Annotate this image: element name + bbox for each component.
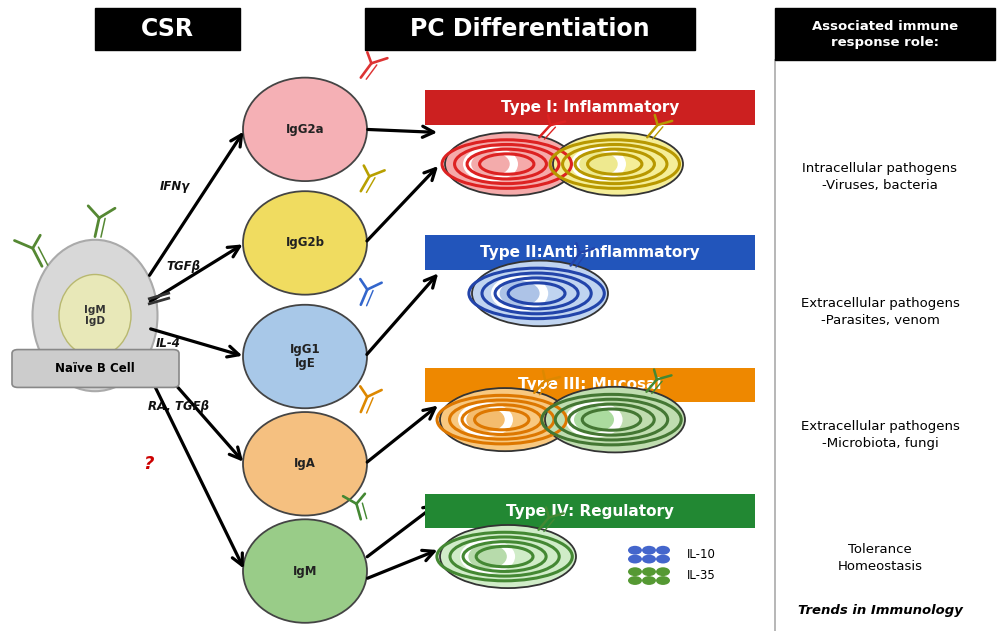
Ellipse shape: [491, 275, 548, 312]
Text: Tolerance
Homeostasis: Tolerance Homeostasis: [838, 543, 922, 574]
FancyBboxPatch shape: [425, 235, 755, 270]
Ellipse shape: [472, 261, 608, 326]
FancyBboxPatch shape: [365, 8, 695, 50]
Text: Naïve B Cell: Naïve B Cell: [55, 362, 135, 375]
Ellipse shape: [571, 146, 626, 182]
Text: Type II:Anti-inflammatory: Type II:Anti-inflammatory: [480, 245, 700, 260]
Ellipse shape: [463, 146, 518, 182]
Ellipse shape: [445, 133, 575, 196]
FancyBboxPatch shape: [425, 493, 755, 528]
Circle shape: [628, 576, 642, 585]
FancyBboxPatch shape: [425, 90, 755, 125]
Text: Type IV: Regulatory: Type IV: Regulatory: [506, 504, 674, 519]
Text: RA, TGFβ: RA, TGFβ: [148, 401, 208, 413]
Ellipse shape: [440, 388, 570, 451]
Text: Type I: Inflammatory: Type I: Inflammatory: [501, 100, 679, 115]
Text: IgG1
IgE: IgG1 IgE: [290, 343, 320, 370]
Ellipse shape: [458, 403, 513, 437]
FancyBboxPatch shape: [425, 367, 755, 403]
Circle shape: [656, 576, 670, 585]
Text: Trends in Immunology: Trends in Immunology: [798, 604, 962, 617]
Ellipse shape: [32, 240, 158, 391]
Text: IgM
IgD: IgM IgD: [84, 305, 106, 326]
Ellipse shape: [243, 412, 367, 516]
Text: TGFβ: TGFβ: [166, 260, 200, 273]
Ellipse shape: [460, 539, 515, 574]
Ellipse shape: [471, 152, 510, 176]
Ellipse shape: [500, 281, 540, 306]
Ellipse shape: [243, 519, 367, 623]
Text: IFNγ: IFNγ: [160, 180, 190, 192]
Text: IgA: IgA: [294, 457, 316, 470]
Circle shape: [628, 567, 642, 576]
Ellipse shape: [243, 191, 367, 295]
Circle shape: [642, 546, 656, 555]
Text: Intracellular pathogens
-Viruses, bacteria: Intracellular pathogens -Viruses, bacter…: [802, 162, 958, 192]
Ellipse shape: [468, 545, 507, 569]
Circle shape: [656, 546, 670, 555]
Text: Associated immune
response role:: Associated immune response role:: [812, 20, 958, 49]
FancyBboxPatch shape: [12, 350, 179, 387]
Text: Extracellular pathogens
-Microbiota, fungi: Extracellular pathogens -Microbiota, fun…: [801, 420, 959, 451]
Circle shape: [656, 555, 670, 563]
FancyBboxPatch shape: [95, 8, 240, 50]
Ellipse shape: [574, 407, 614, 432]
Text: Type III: Mucosal: Type III: Mucosal: [518, 377, 662, 392]
Circle shape: [656, 567, 670, 576]
Ellipse shape: [59, 274, 131, 357]
Ellipse shape: [466, 408, 505, 432]
FancyBboxPatch shape: [775, 8, 995, 60]
Circle shape: [642, 555, 656, 563]
Text: IgG2a: IgG2a: [286, 123, 324, 136]
Text: IgM: IgM: [293, 565, 317, 577]
Circle shape: [642, 567, 656, 576]
Text: IL-10: IL-10: [687, 548, 716, 560]
Ellipse shape: [565, 401, 623, 438]
Ellipse shape: [545, 387, 685, 452]
Ellipse shape: [243, 305, 367, 408]
Text: IL-4: IL-4: [156, 338, 180, 350]
Ellipse shape: [440, 525, 576, 588]
Ellipse shape: [243, 78, 367, 181]
Ellipse shape: [579, 152, 618, 176]
Ellipse shape: [553, 133, 683, 196]
Text: ?: ?: [143, 455, 153, 473]
Text: IL-35: IL-35: [687, 569, 716, 582]
Text: PC Differentiation: PC Differentiation: [410, 17, 650, 41]
Circle shape: [628, 555, 642, 563]
Circle shape: [642, 576, 656, 585]
Text: IgG2b: IgG2b: [286, 237, 324, 249]
Text: Extracellular pathogens
-Parasites, venom: Extracellular pathogens -Parasites, veno…: [801, 297, 959, 327]
Circle shape: [628, 546, 642, 555]
Text: CSR: CSR: [141, 17, 194, 41]
